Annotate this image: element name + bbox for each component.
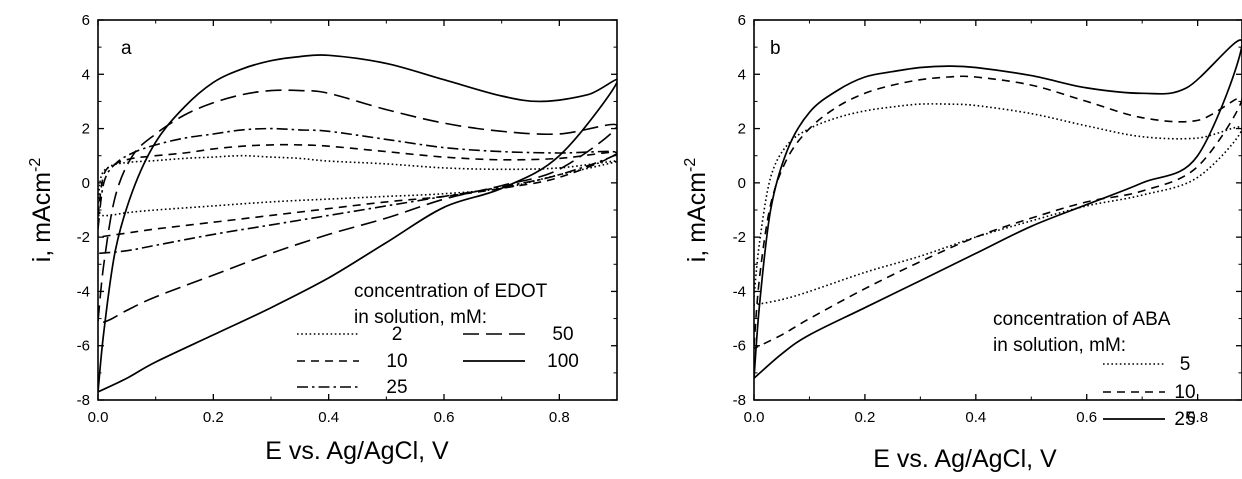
x-tick-label: 0.6 <box>1076 409 1097 426</box>
legend-label: 2 <box>392 324 403 345</box>
y-axis-title-superscript: -2 <box>27 158 44 172</box>
x-axis-title: E vs. Ag/AgCl, V <box>873 445 1057 473</box>
y-tick-label: -2 <box>733 229 746 246</box>
y-tick-label: 2 <box>738 121 746 138</box>
panel-letter: b <box>770 38 781 59</box>
y-tick-label: -6 <box>77 338 90 355</box>
y-axis-title-text: i, mAcm <box>683 172 711 262</box>
y-tick-label: 2 <box>82 121 90 138</box>
y-tick-label: 6 <box>82 12 90 29</box>
x-tick-label: 0.0 <box>88 409 109 426</box>
y-tick-label: -6 <box>733 338 746 355</box>
x-tick-label: 0.4 <box>965 409 986 426</box>
legend-label: 25 <box>386 377 407 398</box>
series-line-2 <box>98 154 617 217</box>
legend-label: 50 <box>552 324 573 345</box>
y-tick-label: 0 <box>82 175 90 192</box>
legend-label: 5 <box>1180 354 1191 375</box>
y-tick-label: 0 <box>738 175 746 192</box>
series-line-100 <box>98 54 617 393</box>
x-tick-label: 0.4 <box>318 409 339 426</box>
series-line-25 <box>98 127 617 255</box>
y-axis-title: i, mAcm-2 <box>682 158 711 263</box>
series-group <box>98 54 617 393</box>
panel-letter: a <box>121 38 132 59</box>
legend-label: 100 <box>547 351 579 372</box>
y-tick-label: 4 <box>738 66 746 83</box>
x-tick-label: 0.0 <box>744 409 765 426</box>
y-tick-label: -4 <box>733 283 746 300</box>
x-tick-label: 0.8 <box>1187 409 1208 426</box>
legend-label: 25 <box>1174 409 1195 430</box>
legend-title-line: concentration of EDOT <box>354 281 548 302</box>
series-group <box>754 39 1242 379</box>
y-tick-label: -8 <box>77 392 90 409</box>
x-axis-title: E vs. Ag/AgCl, V <box>265 437 449 465</box>
y-axis-title-superscript: -2 <box>682 158 699 172</box>
panel-a: 0.0 0.2 0.4 0.6 0.8 -8 -6 -4 -2 0 2 4 6 E vs. Ag/AgCl… <box>27 12 618 465</box>
y-tick-label: -8 <box>733 392 746 409</box>
legend-label: 10 <box>386 351 407 372</box>
y-tick-label: 4 <box>82 66 90 83</box>
x-tick-label: 0.8 <box>549 409 570 426</box>
panel-b: 0.0 0.2 0.4 0.6 0.8 -8 -6 -4 -2 0 2 4 6 E vs. Ag/AgCl… <box>682 12 1242 473</box>
legend-label: 10 <box>1174 382 1195 403</box>
y-tick-label: -4 <box>77 283 90 300</box>
y-tick-label: -2 <box>77 229 90 246</box>
x-tick-label: 0.2 <box>203 409 224 426</box>
y-axis-title-text: i, mAcm <box>28 172 56 262</box>
legend-title-line: in solution, mM: <box>993 335 1126 356</box>
series-line-5 <box>754 103 1242 306</box>
series-line-25 <box>754 39 1242 379</box>
x-tick-label: 0.2 <box>854 409 875 426</box>
series-line-10 <box>98 143 617 238</box>
y-tick-label: 6 <box>738 12 746 29</box>
series-line-50 <box>98 89 617 325</box>
legend-title-line: in solution, mM: <box>354 307 487 328</box>
x-tick-label: 0.6 <box>434 409 455 426</box>
legend-title-line: concentration of ABA <box>993 309 1171 330</box>
series-line-10 <box>754 75 1242 350</box>
y-axis-title: i, mAcm-2 <box>27 158 56 263</box>
